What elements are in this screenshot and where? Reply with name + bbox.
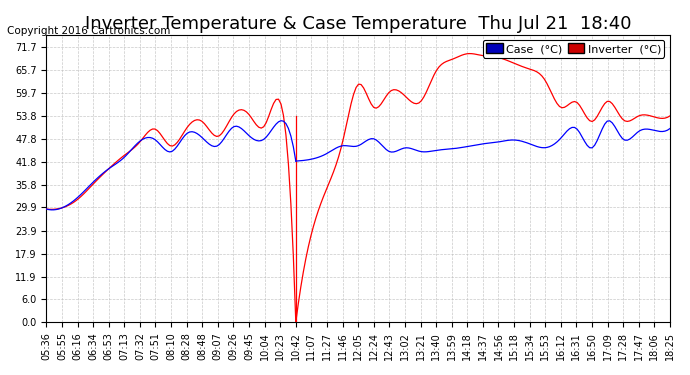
Legend: Case  (°C), Inverter  (°C): Case (°C), Inverter (°C): [482, 40, 664, 57]
Text: Copyright 2016 Cartronics.com: Copyright 2016 Cartronics.com: [7, 26, 170, 36]
Title: Inverter Temperature & Case Temperature  Thu Jul 21  18:40: Inverter Temperature & Case Temperature …: [85, 15, 631, 33]
